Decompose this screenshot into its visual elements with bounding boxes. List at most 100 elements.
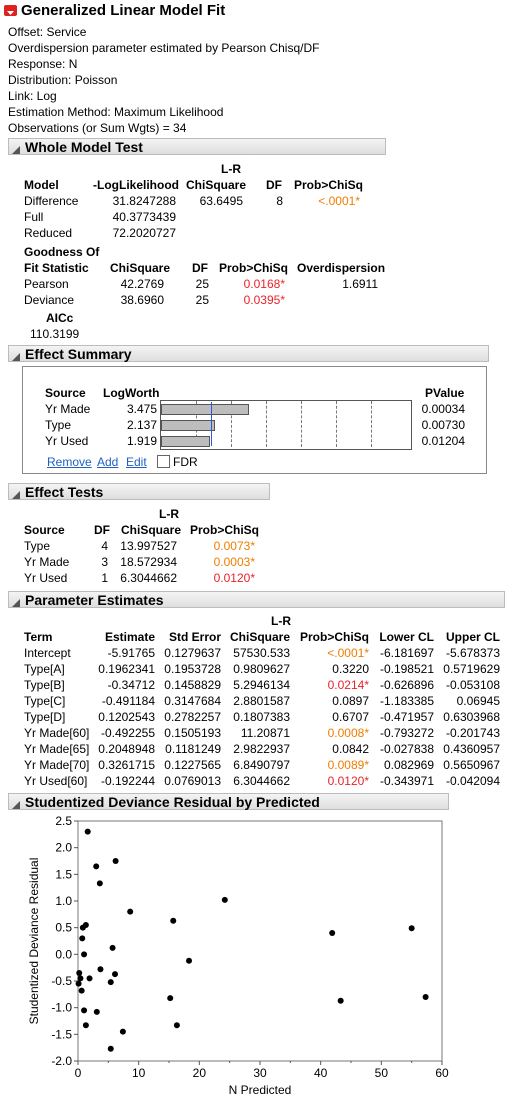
info-line: Link: Log (8, 89, 57, 103)
aicc-label: AICc (46, 311, 74, 325)
disclosure-icon[interactable] (11, 595, 21, 612)
x-tick-label: 40 (314, 1066, 328, 1080)
pe-cell: Type[D] (24, 710, 66, 724)
es-source: Type (45, 418, 72, 432)
et-source: Yr Used (24, 571, 68, 585)
data-point (76, 970, 83, 976)
data-point (109, 944, 116, 951)
y-tick-label: 1.5 (55, 867, 72, 881)
pe-cell: 0.1458829 (164, 678, 221, 692)
et-col-3: Prob>ChiSq (190, 523, 260, 537)
info-line: Response: N (8, 57, 78, 71)
pe-cell: 0.1953728 (164, 662, 221, 676)
pe-cell: 57530.533 (233, 646, 290, 660)
parameter-estimates-header[interactable]: Parameter Estimates (8, 591, 505, 608)
pe-cell: -0.793272 (379, 726, 434, 740)
report-title: Generalized Linear Model Fit (21, 2, 226, 19)
y-tick-label: -2.0 (51, 1054, 72, 1068)
pe-cell: 0.0120* (327, 774, 369, 788)
pe-cell: 0.0214* (327, 678, 369, 692)
es-source: Yr Used (45, 434, 89, 448)
data-point (93, 1008, 100, 1015)
gof-col-4: Overdispersion (297, 261, 386, 275)
y-tick-label: 1.0 (55, 894, 72, 908)
et-chisq: 13.997527 (120, 539, 177, 553)
y-tick-label: 0.5 (55, 921, 72, 935)
y-tick-label: 2.5 (55, 814, 72, 828)
pe-cell: 5.2946134 (233, 678, 290, 692)
wm-loglik: 31.8247288 (112, 194, 176, 208)
disclosure-icon[interactable] (11, 142, 21, 159)
pe-cell: Yr Used[60] (24, 774, 88, 788)
pe-cell: 0.0089* (327, 758, 369, 772)
data-point (170, 917, 177, 924)
data-point (107, 979, 114, 986)
pe-cell: -0.201743 (445, 726, 500, 740)
data-point (79, 924, 86, 931)
remove-button[interactable]: Remove (47, 455, 92, 469)
fdr-checkbox[interactable] (157, 455, 170, 468)
col-df: DF (266, 178, 282, 192)
disclosure-icon[interactable] (11, 349, 21, 366)
data-point (81, 1007, 88, 1014)
lr-label: L-R (271, 614, 291, 628)
pe-cell: 0.3220 (332, 662, 369, 676)
effect-summary-header[interactable]: Effect Summary (8, 345, 489, 362)
model-info: Offset: Service Overdispersion parameter … (8, 24, 319, 136)
et-col-1: DF (94, 523, 110, 537)
es-logworth: 1.919 (126, 434, 157, 448)
residual-scatter-plot[interactable]: 2.5 2.0 1.5 1.0 0.5 0.0 -0.5 -1.0 -1.5 -2.00 10 20 3… (0, 808, 506, 1098)
data-point (337, 997, 344, 1004)
et-prob: 0.0073* (213, 539, 255, 553)
info-line: Estimation Method: Maximum Likelihood (8, 105, 224, 119)
wm-prob: <.0001* (318, 194, 360, 208)
whole-model-test-header[interactable]: Whole Model Test (8, 138, 386, 155)
data-point (112, 971, 119, 978)
disclosure-icon[interactable] (11, 487, 21, 504)
gof-df: 25 (195, 277, 209, 291)
section-title: Studentized Deviance Residual by Predict… (25, 794, 320, 810)
data-point (167, 995, 174, 1002)
effect-tests-header[interactable]: Effect Tests (8, 483, 270, 500)
red-triangle-menu-icon[interactable] (4, 5, 17, 16)
gof-head1: Goodness Of (24, 245, 100, 259)
es-pvalue: 0.00034 (421, 402, 465, 416)
pe-cell: -0.471957 (379, 710, 434, 724)
et-chisq: 6.3044662 (120, 571, 177, 585)
glm-fit-header[interactable]: Generalized Linear Model Fit (2, 2, 264, 19)
pe-cell: 0.1202543 (98, 710, 155, 724)
wm-loglik: 40.3773439 (112, 210, 176, 224)
info-line: Overdispersion parameter estimated by Pe… (8, 41, 320, 55)
disclosure-icon[interactable] (11, 797, 21, 814)
pe-col: Estimate (104, 630, 155, 644)
data-point (79, 935, 86, 942)
pe-cell: -5.678373 (445, 646, 500, 660)
pe-cell: -0.198521 (379, 662, 434, 676)
pe-cell: 0.1807383 (233, 710, 290, 724)
data-point (75, 980, 82, 987)
residual-plot-header[interactable]: Studentized Deviance Residual by Predict… (8, 793, 449, 810)
aicc-value: 110.3199 (30, 327, 80, 341)
add-button[interactable]: Add (97, 455, 119, 469)
gof-df: 25 (195, 293, 209, 307)
pe-cell: 0.6303968 (443, 710, 500, 724)
edit-button[interactable]: Edit (126, 455, 147, 469)
info-line: Observations (or Sum Wgts) = 34 (8, 121, 187, 135)
pe-cell: -0.343971 (379, 774, 434, 788)
es-source: Yr Made (45, 402, 91, 416)
pe-cell: 2.8801587 (233, 694, 290, 708)
pe-cell: -0.027838 (379, 742, 434, 756)
et-prob: 0.0120* (213, 571, 255, 585)
pe-cell: Type[C] (24, 694, 66, 708)
logworth-plot-area (160, 400, 412, 450)
data-point (422, 994, 429, 1000)
grid-line (371, 401, 372, 447)
es-pvalue: 0.00730 (421, 418, 465, 432)
fdr-label: FDR (173, 455, 198, 469)
pe-cell: Yr Made[60] (24, 726, 90, 740)
y-tick-label: 0.0 (55, 947, 72, 961)
gof-chisq: 38.6960 (120, 293, 164, 307)
pe-cell: 0.0008* (327, 726, 369, 740)
pe-cell: 0.0769013 (164, 774, 221, 788)
y-tick-label: 2.0 (55, 841, 72, 855)
